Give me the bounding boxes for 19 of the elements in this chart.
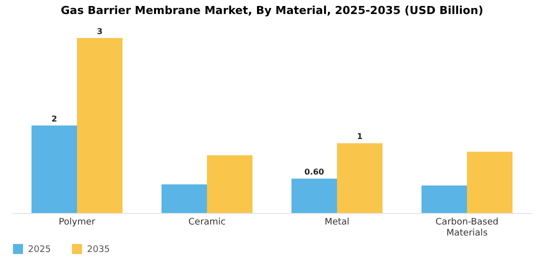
data-label: 0.60 <box>304 168 325 177</box>
bar <box>32 126 77 213</box>
bar <box>422 186 467 213</box>
data-label: 1 <box>356 132 363 142</box>
bar <box>162 184 207 213</box>
legend-label: 2025 <box>28 245 51 255</box>
bar <box>207 155 252 213</box>
data-label: 3 <box>96 27 103 36</box>
bar <box>467 152 512 213</box>
bar <box>77 38 122 213</box>
data-label: 2 <box>51 114 58 124</box>
x-tick-label: Metal <box>324 218 350 228</box>
x-tick-label: Carbon-Based Materials <box>436 218 498 238</box>
bar <box>292 178 337 213</box>
chart-title: Gas Barrier Membrane Market, By Material, 2025-2035 (USD Billion) <box>60 4 484 17</box>
x-tick-label: Ceramic <box>188 218 226 228</box>
x-tick-label: Polymer <box>58 218 96 228</box>
legend-label: 2035 <box>87 245 110 255</box>
bar <box>337 143 382 213</box>
